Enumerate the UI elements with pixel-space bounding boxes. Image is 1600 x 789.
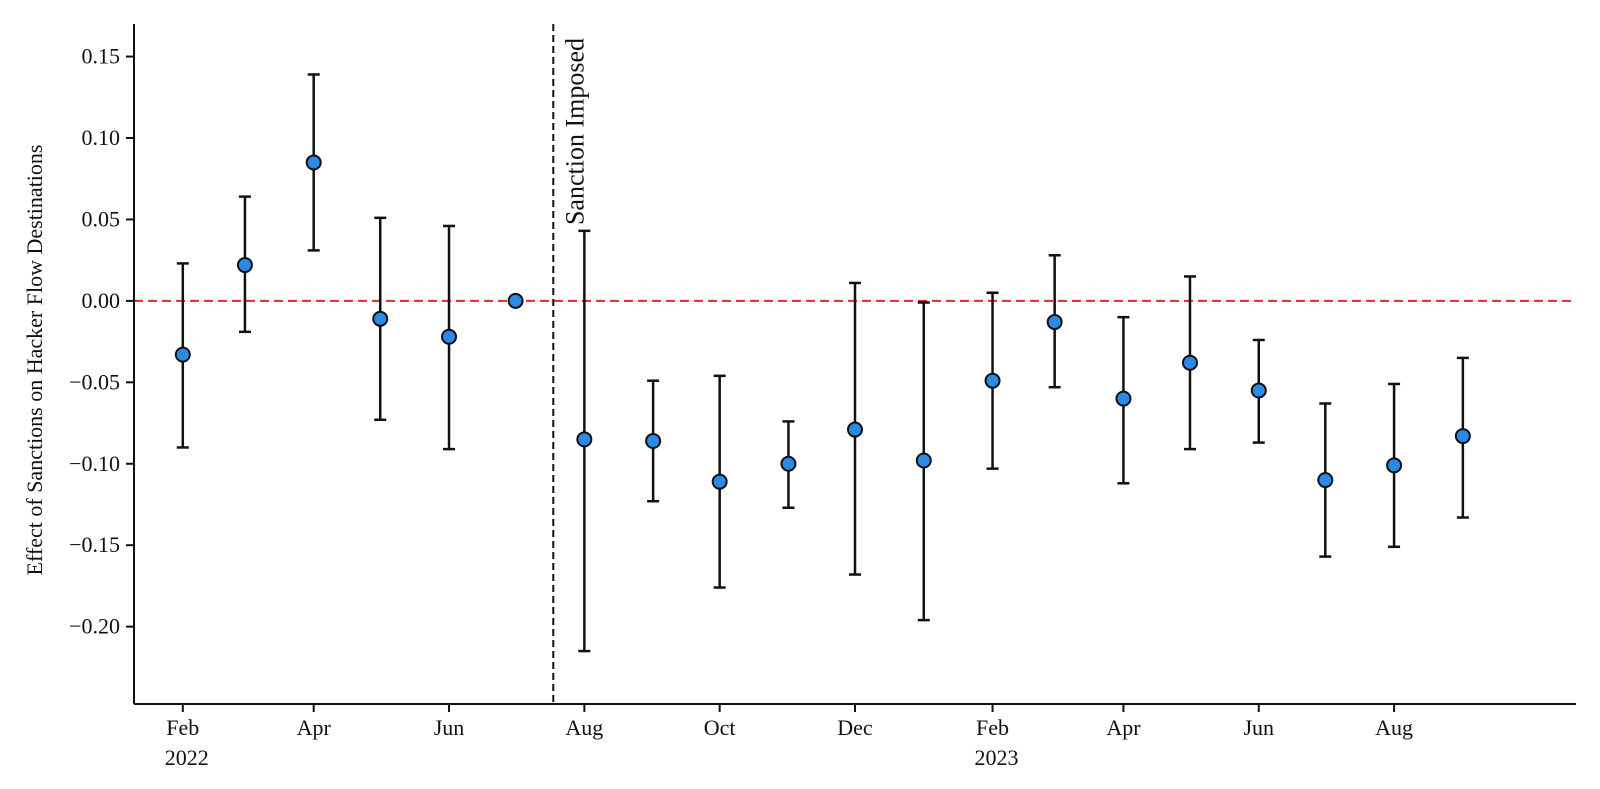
estimate-point [305,154,322,171]
estimate-point-group [711,374,728,589]
estimate-point [236,257,253,274]
estimate-point [1386,457,1403,474]
sanction-imposed-annotation: Sanction Imposed [560,38,589,225]
estimate-point [1454,428,1471,445]
x-tick-label: Dec [837,715,873,740]
estimate-point [1046,314,1063,331]
x-tick-label: Oct [704,715,736,740]
estimate-point-group [174,262,191,449]
estimate-point [1115,390,1132,407]
estimate-point [645,432,662,449]
estimate-point-group [1115,315,1132,485]
estimate-point-group [780,420,797,509]
y-tick-label: −0.10 [69,451,120,476]
x-tick-year-label: 2023 [975,745,1019,770]
estimate-point-group [1317,402,1334,558]
x-tick-label: Aug [1375,715,1413,740]
x-tick-label: Jun [434,715,465,740]
estimate-point [576,431,593,448]
estimate-point [507,292,524,309]
x-tick-label: Feb [976,715,1009,740]
estimate-point-group [576,229,593,653]
x-tick-label: Jun [1243,715,1274,740]
estimate-point [984,372,1001,389]
x-tick-label: Apr [1106,715,1141,740]
estimate-point-group [441,224,458,451]
y-tick-label: 0.15 [82,44,121,69]
estimate-point-group [1454,356,1471,519]
y-tick-label: −0.20 [69,614,120,639]
estimate-point-group [1250,338,1267,444]
estimate-point [1181,354,1198,371]
estimate-point-group [847,281,863,576]
estimate-point [1250,382,1267,399]
estimate-point-group [1046,254,1063,389]
estimate-point [372,310,389,327]
estimate-point-group [1181,275,1198,451]
estimate-point-group [372,216,389,422]
estimate-point [1317,472,1334,489]
estimate-point-group [507,292,524,309]
y-tick-label: 0.00 [82,288,121,313]
estimate-point-group [1386,382,1403,549]
estimate-point-group [984,291,1001,470]
estimate-point-group [236,195,253,334]
y-tick-label: −0.05 [69,369,120,394]
x-tick-label: Feb [166,715,199,740]
estimate-point-group [915,301,932,622]
estimate-point [174,346,191,363]
x-tick-label: Apr [297,715,332,740]
estimate-point [847,421,863,438]
estimate-point [441,328,458,345]
estimate-point-group [305,73,322,252]
y-tick-label: 0.10 [82,125,121,150]
estimate-point [915,452,932,469]
estimate-point [711,473,728,490]
estimate-point [780,455,797,472]
y-axis-label: Effect of Sanctions on Hacker Flow Desti… [22,145,47,576]
data-marks-layer [174,73,1471,653]
ticks-layer: 0.15 0.10 0.05 0.00 −0.05 −0.10 −0.15 −0.20 Feb 2… [69,44,1413,770]
x-tick-year-label: 2022 [165,745,209,770]
y-tick-label: 0.05 [82,206,121,231]
estimate-point-group [645,379,662,503]
y-tick-label: −0.15 [69,532,120,557]
x-tick-label: Aug [565,715,603,740]
